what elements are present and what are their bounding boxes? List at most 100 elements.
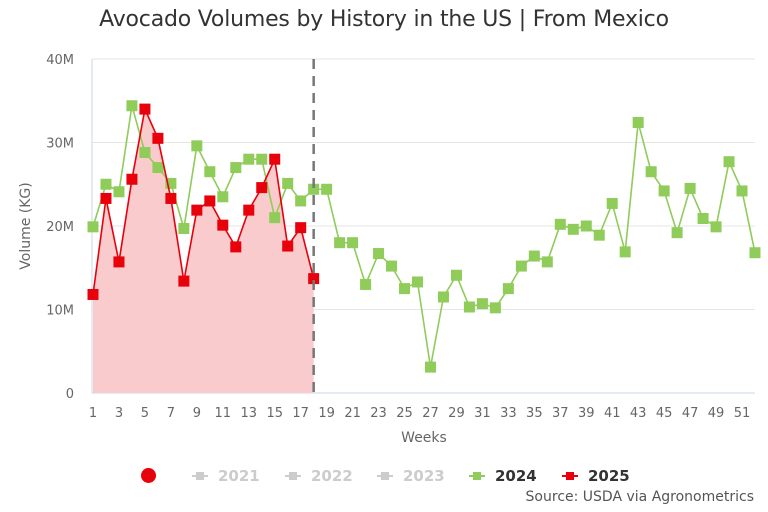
data-point-2024[interactable] (554, 218, 566, 230)
data-point-2025[interactable] (126, 173, 138, 185)
data-point-2024[interactable] (476, 298, 488, 310)
data-point-2025[interactable] (87, 288, 99, 300)
data-point-2025[interactable] (204, 195, 216, 207)
data-point-2025[interactable] (165, 192, 177, 204)
data-point-2025[interactable] (282, 240, 294, 252)
data-point-2025[interactable] (230, 241, 242, 253)
data-point-2024[interactable] (269, 212, 281, 224)
x-tick-label: 15 (266, 406, 283, 421)
data-point-2024[interactable] (308, 183, 320, 195)
legend-item-2025[interactable]: 2025 (562, 466, 630, 486)
data-point-2024[interactable] (645, 166, 657, 178)
data-point-2024[interactable] (528, 250, 540, 262)
x-tick-label: 47 (682, 406, 699, 421)
data-point-2024[interactable] (139, 147, 151, 159)
series-2024-line (92, 105, 756, 368)
data-point-2024[interactable] (541, 256, 553, 268)
data-point-2024[interactable] (502, 283, 514, 295)
x-axis-ticks: 1 3 5 7 9 11 13 15 17 19 21 23 25 27 29 31 33 35 37 39 41 43 4… (89, 406, 750, 421)
data-point-2024[interactable] (593, 229, 605, 241)
data-point-2024[interactable] (126, 100, 138, 112)
data-point-2024[interactable] (399, 283, 411, 295)
x-tick-label: 9 (193, 406, 201, 421)
data-point-2024[interactable] (321, 183, 333, 195)
data-point-2024[interactable] (217, 191, 229, 203)
data-point-2025[interactable] (256, 182, 268, 194)
data-point-2025[interactable] (269, 153, 281, 165)
x-tick-label: 37 (552, 406, 569, 421)
data-point-2024[interactable] (489, 302, 501, 314)
series-layer (87, 100, 761, 393)
data-point-2024[interactable] (204, 166, 216, 178)
data-point-2025[interactable] (178, 275, 190, 287)
data-point-2024[interactable] (567, 223, 579, 235)
data-point-2024[interactable] (463, 301, 475, 313)
data-point-2024[interactable] (100, 178, 112, 190)
data-point-2024[interactable] (424, 361, 436, 373)
legend-symbol-icon (192, 470, 208, 482)
legend-label: 2022 (311, 467, 353, 485)
x-tick-label: 39 (578, 406, 595, 421)
data-point-2025[interactable] (100, 192, 112, 204)
data-point-2024[interactable] (658, 185, 670, 197)
legend-item-2022[interactable]: 2022 (285, 466, 353, 486)
legend-item-2024[interactable]: 2024 (469, 466, 537, 486)
data-point-2024[interactable] (580, 220, 592, 232)
x-tick-label: 1 (89, 406, 97, 421)
data-point-2024[interactable] (684, 182, 696, 194)
data-point-2024[interactable] (736, 185, 748, 197)
data-point-2024[interactable] (152, 162, 164, 174)
data-point-2025[interactable] (243, 204, 255, 216)
data-point-2024[interactable] (697, 212, 709, 224)
data-point-2024[interactable] (515, 260, 527, 272)
x-tick-label: 29 (448, 406, 465, 421)
data-point-2024[interactable] (606, 197, 618, 209)
legend-item-2021[interactable]: 2021 (192, 466, 260, 486)
legend-symbol-icon (469, 470, 485, 482)
legend-item-2023[interactable]: 2023 (377, 466, 445, 486)
x-tick-label: 11 (215, 406, 232, 421)
data-point-2024[interactable] (165, 177, 177, 189)
data-point-2024[interactable] (113, 186, 125, 198)
x-tick-label: 49 (708, 406, 725, 421)
legend-symbol-icon (377, 470, 393, 482)
data-point-2024[interactable] (256, 153, 268, 165)
data-point-2024[interactable] (386, 260, 398, 272)
data-point-2024[interactable] (87, 221, 99, 233)
data-point-2025[interactable] (113, 256, 125, 268)
data-point-2024[interactable] (230, 162, 242, 174)
data-point-2024[interactable] (710, 221, 722, 233)
x-tick-label: 51 (734, 406, 751, 421)
data-point-2024[interactable] (360, 278, 372, 290)
data-point-2024[interactable] (412, 276, 424, 288)
data-point-2024[interactable] (619, 246, 631, 258)
data-point-2024[interactable] (243, 153, 255, 165)
data-point-2024[interactable] (437, 291, 449, 303)
x-tick-label: 7 (167, 406, 175, 421)
data-point-2024[interactable] (671, 227, 683, 239)
data-point-2025[interactable] (295, 222, 307, 234)
x-tick-label: 43 (630, 406, 647, 421)
data-point-2025[interactable] (308, 273, 320, 285)
legend-toggle-dot[interactable] (141, 468, 156, 483)
data-point-2024[interactable] (295, 195, 307, 207)
data-point-2025[interactable] (139, 103, 151, 115)
data-point-2024[interactable] (282, 177, 294, 189)
data-point-2024[interactable] (178, 223, 190, 235)
source-credit: Source: USDA via Agronometrics (525, 489, 754, 505)
data-point-2024[interactable] (749, 247, 761, 259)
data-point-2024[interactable] (334, 237, 346, 249)
legend: 2021 2022 2023 2024 2025 (0, 462, 768, 490)
data-point-2025[interactable] (217, 219, 229, 231)
data-point-2024[interactable] (373, 248, 385, 260)
x-tick-label: 17 (292, 406, 309, 421)
data-point-2024[interactable] (632, 116, 644, 128)
data-point-2024[interactable] (191, 140, 203, 152)
data-point-2025[interactable] (191, 204, 203, 216)
data-point-2024[interactable] (723, 156, 735, 168)
x-tick-label: 31 (474, 406, 491, 421)
data-point-2024[interactable] (347, 237, 359, 249)
data-point-2025[interactable] (152, 132, 164, 144)
data-point-2024[interactable] (450, 269, 462, 281)
